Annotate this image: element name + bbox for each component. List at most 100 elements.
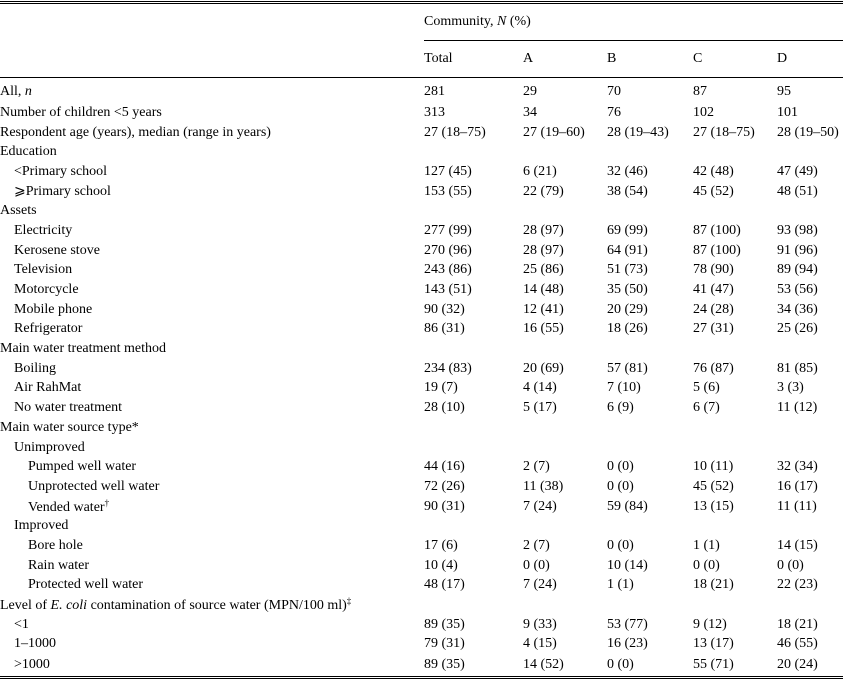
cell: 89 (94) xyxy=(777,261,843,281)
label-text: >1000 xyxy=(14,657,50,673)
cell-value: 24 (28) xyxy=(693,301,734,317)
column-label: A xyxy=(523,51,534,66)
label-text: Main water source type* xyxy=(0,419,139,435)
table-row: <1 89 (35) 9 (33) 53 (77) 9 (12) 18 (21) xyxy=(0,615,843,635)
row-label: Main water treatment method xyxy=(0,339,424,359)
cell: 89 (35) xyxy=(424,615,523,635)
row-label: Bore hole xyxy=(0,536,424,556)
cell: 13 (17) xyxy=(693,635,777,655)
cell-value: 5 (6) xyxy=(693,380,720,396)
table-row: Main water treatment method xyxy=(0,339,843,359)
cell xyxy=(424,595,523,615)
table-row: All, n 281 29 70 87 95 xyxy=(0,78,843,104)
row-label: Air RahMat xyxy=(0,379,424,399)
cell: 17 (6) xyxy=(424,536,523,556)
cell-value: 69 (99) xyxy=(607,222,648,238)
row-label: Protected well water xyxy=(0,576,424,596)
cell-value: 1 (1) xyxy=(607,577,634,593)
cell xyxy=(693,595,777,615)
table-row: Education xyxy=(0,142,843,162)
table-row: Mobile phone 90 (32) 12 (41) 20 (29) 24 (28)… xyxy=(0,300,843,320)
table-row: No water treatment 28 (10) 5 (17) 6 (9) 6 (7… xyxy=(0,398,843,418)
table-row: Air RahMat 19 (7) 4 (14) 7 (10) 5 (6) 3 (3) xyxy=(0,379,843,399)
cell xyxy=(424,142,523,162)
cell xyxy=(777,516,843,536)
cell-value: 243 (86) xyxy=(424,262,472,278)
cell-value: 57 (81) xyxy=(607,360,648,376)
cell-value: 18 (26) xyxy=(607,321,648,337)
label-text: Refrigerator xyxy=(14,321,83,337)
column-header: D xyxy=(777,40,843,78)
column-header: C xyxy=(693,40,777,78)
cell-value: 234 (83) xyxy=(424,360,472,376)
cell: 18 (21) xyxy=(693,576,777,596)
cell-value: 53 (56) xyxy=(777,282,818,298)
label-text: All, xyxy=(0,83,25,99)
cell-value: 11 (11) xyxy=(777,498,817,514)
cell-value: 46 (55) xyxy=(777,636,818,652)
cell-value: 45 (52) xyxy=(693,478,734,494)
cell xyxy=(693,418,777,438)
cell-value: 44 (16) xyxy=(424,459,465,475)
cell-value: 90 (31) xyxy=(424,498,465,514)
row-label: All, n xyxy=(0,78,424,104)
cell-value: 34 xyxy=(523,104,537,120)
cell-value: 72 (26) xyxy=(424,478,465,494)
table-row: Unprotected well water 72 (26) 11 (38) 0 (0… xyxy=(0,477,843,497)
label-text: N xyxy=(497,14,507,29)
header-row: Community, N (%) xyxy=(0,2,843,41)
cell: 76 (87) xyxy=(693,359,777,379)
table-row: >1000 89 (35) 14 (52) 0 (0) 55 (71) 20 (24) xyxy=(0,654,843,678)
cell: 34 (36) xyxy=(777,300,843,320)
column-label: D xyxy=(777,51,788,66)
cell-value: 14 (15) xyxy=(777,537,818,553)
cell: 59 (84) xyxy=(607,497,693,517)
cell xyxy=(693,339,777,359)
cell-value: 281 xyxy=(424,83,445,99)
cell-value: 7 (10) xyxy=(607,380,641,396)
table-row: ⩾Primary school 153 (55) 22 (79) 38 (54) 45 … xyxy=(0,182,843,202)
cell: 20 (24) xyxy=(777,654,843,678)
cell-value: 87 xyxy=(693,83,707,99)
cell xyxy=(424,516,523,536)
cell xyxy=(777,201,843,221)
cell-value: 25 (86) xyxy=(523,262,564,278)
cell-value: 81 (85) xyxy=(777,360,818,376)
cell: 46 (55) xyxy=(777,635,843,655)
cell: 16 (55) xyxy=(523,320,607,340)
label-text: Bore hole xyxy=(28,537,83,553)
cell-value: 28 (19–43) xyxy=(607,124,669,140)
cell: 95 xyxy=(777,78,843,104)
column-label: C xyxy=(693,51,703,66)
cell: 281 xyxy=(424,78,523,104)
table-row: Main water source type* xyxy=(0,418,843,438)
cell xyxy=(607,201,693,221)
cell: 47 (49) xyxy=(777,162,843,182)
row-label: Mobile phone xyxy=(0,300,424,320)
cell xyxy=(523,595,607,615)
cell-value: 7 (24) xyxy=(523,498,557,514)
label-text: (%) xyxy=(506,14,531,29)
cell-value: 5 (17) xyxy=(523,400,557,416)
cell-value: 153 (55) xyxy=(424,183,472,199)
cell-value: 38 (54) xyxy=(607,183,648,199)
cell: 0 (0) xyxy=(607,654,693,678)
cell-value: 89 (94) xyxy=(777,262,818,278)
cell: 38 (54) xyxy=(607,182,693,202)
cell: 127 (45) xyxy=(424,162,523,182)
cell: 18 (21) xyxy=(777,615,843,635)
cell-value: 0 (0) xyxy=(523,557,550,573)
cell-value: 143 (51) xyxy=(424,282,472,298)
cell: 51 (73) xyxy=(607,261,693,281)
row-label: Assets xyxy=(0,201,424,221)
label-text: ⩾Primary school xyxy=(14,184,111,200)
cell-value: 32 (34) xyxy=(777,459,818,475)
row-label: Motorcycle xyxy=(0,280,424,300)
row-label: No water treatment xyxy=(0,398,424,418)
cell: 9 (12) xyxy=(693,615,777,635)
column-row: Total A B C D xyxy=(0,40,843,78)
cell: 70 xyxy=(607,78,693,104)
table-row: Protected well water 48 (17) 7 (24) 1 (1) 18… xyxy=(0,576,843,596)
table-row: <Primary school 127 (45) 6 (21) 32 (46) 42 (… xyxy=(0,162,843,182)
